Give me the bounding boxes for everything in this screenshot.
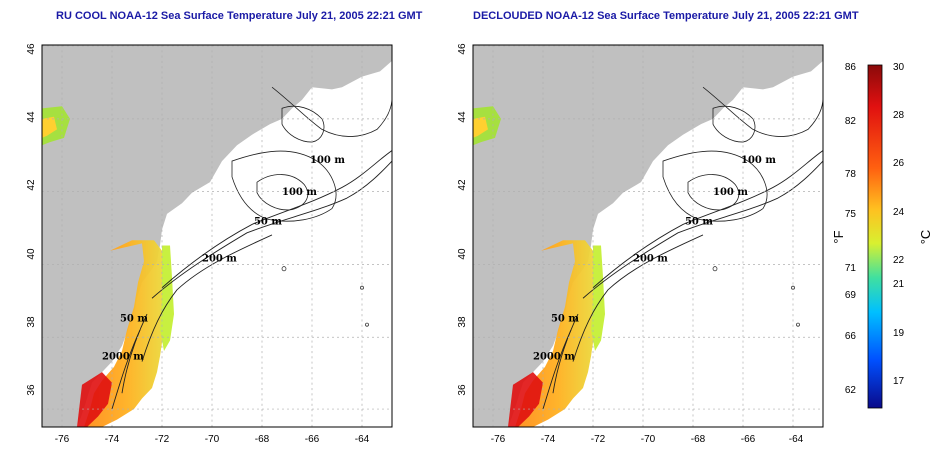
right-map-frame bbox=[472, 44, 824, 428]
colorbar-c-tick: 21 bbox=[893, 279, 905, 290]
right-x-tick: -74 bbox=[541, 434, 556, 445]
right-map-title: DECLOUDED NOAA-12 Sea Surface Temperatur… bbox=[473, 10, 859, 22]
left-x-tick: -66 bbox=[305, 434, 320, 445]
left-contour-label-100m-south: 100 m bbox=[282, 186, 317, 198]
colorbar-c-tick: 24 bbox=[893, 207, 905, 218]
celsius-unit-label: °C bbox=[918, 230, 933, 245]
left-map-panel: 100 m 100 m 50 m 200 m 50 m 2000 m bbox=[41, 44, 393, 428]
left-y-tick: 38 bbox=[26, 316, 37, 328]
right-contour-label-50m-coast: 50 m bbox=[551, 312, 579, 324]
right-x-tick: -66 bbox=[741, 434, 756, 445]
right-contour-label-200m: 200 m bbox=[633, 252, 668, 264]
left-map-title: RU COOL NOAA-12 Sea Surface Temperature … bbox=[56, 10, 423, 22]
left-x-tick: -70 bbox=[205, 434, 220, 445]
colorbar-f-tick: 78 bbox=[845, 169, 857, 180]
temperature-colorbar: 86 82 78 75 71 69 66 62 30 28 26 24 22 2… bbox=[831, 62, 933, 409]
left-x-axis: -76 -74 -72 -70 -68 -66 -64 bbox=[55, 434, 370, 445]
left-x-tick: -72 bbox=[155, 434, 170, 445]
colorbar-f-tick: 69 bbox=[845, 290, 857, 301]
right-x-tick: -72 bbox=[591, 434, 606, 445]
left-x-tick: -74 bbox=[105, 434, 120, 445]
right-y-tick: 36 bbox=[457, 384, 468, 396]
left-y-tick: 36 bbox=[26, 384, 37, 396]
left-x-tick: -68 bbox=[255, 434, 270, 445]
left-y-tick: 44 bbox=[26, 111, 37, 123]
colorbar-f-tick: 66 bbox=[845, 331, 857, 342]
left-contour-label-50m: 50 m bbox=[254, 215, 282, 227]
fahrenheit-unit-label: °F bbox=[831, 230, 846, 243]
right-x-axis: -76 -74 -72 -70 -68 -66 -64 bbox=[491, 434, 804, 445]
left-map-frame bbox=[41, 44, 393, 428]
colorbar-f-tick: 71 bbox=[845, 263, 857, 274]
left-y-axis: 36 38 40 42 44 46 bbox=[26, 43, 37, 396]
right-y-tick: 46 bbox=[457, 43, 468, 55]
colorbar-f-tick: 62 bbox=[845, 385, 857, 396]
right-contour-label-100m-north: 100 m bbox=[741, 154, 776, 166]
left-x-tick: -64 bbox=[355, 434, 370, 445]
right-x-tick: -64 bbox=[789, 434, 804, 445]
colorbar-gradient bbox=[867, 64, 883, 409]
right-x-tick: -76 bbox=[491, 434, 506, 445]
left-y-tick: 46 bbox=[26, 43, 37, 55]
right-map-panel: 100 m 100 m 50 m 200 m 50 m 2000 m bbox=[472, 44, 824, 428]
colorbar-c-tick: 22 bbox=[893, 255, 905, 266]
colorbar-c-tick: 30 bbox=[893, 62, 905, 73]
colorbar-c-tick: 26 bbox=[893, 158, 905, 169]
colorbar-c-tick: 17 bbox=[893, 376, 905, 387]
left-contour-label-50m-coast: 50 m bbox=[120, 312, 148, 324]
right-x-tick: -68 bbox=[691, 434, 706, 445]
right-y-tick: 44 bbox=[457, 111, 468, 123]
left-y-tick: 40 bbox=[26, 248, 37, 260]
right-contour-label-100m-south: 100 m bbox=[713, 186, 748, 198]
left-contour-label-100m-north: 100 m bbox=[310, 154, 345, 166]
right-contour-label-2000m: 2000 m bbox=[533, 350, 575, 362]
colorbar-f-tick: 82 bbox=[845, 116, 857, 127]
colorbar-c-tick: 19 bbox=[893, 328, 905, 339]
colorbar-f-tick: 75 bbox=[845, 209, 857, 220]
right-x-tick: -70 bbox=[641, 434, 656, 445]
right-y-axis: 36 38 40 42 44 46 bbox=[457, 43, 468, 396]
right-contour-label-50m: 50 m bbox=[685, 215, 713, 227]
left-y-tick: 42 bbox=[26, 179, 37, 191]
left-contour-label-200m: 200 m bbox=[202, 252, 237, 264]
colorbar-c-tick: 28 bbox=[893, 110, 905, 121]
right-y-tick: 38 bbox=[457, 316, 468, 328]
right-y-tick: 40 bbox=[457, 248, 468, 260]
colorbar-f-tick: 86 bbox=[845, 62, 857, 73]
left-contour-label-2000m: 2000 m bbox=[102, 350, 144, 362]
right-y-tick: 42 bbox=[457, 179, 468, 191]
left-x-tick: -76 bbox=[55, 434, 70, 445]
